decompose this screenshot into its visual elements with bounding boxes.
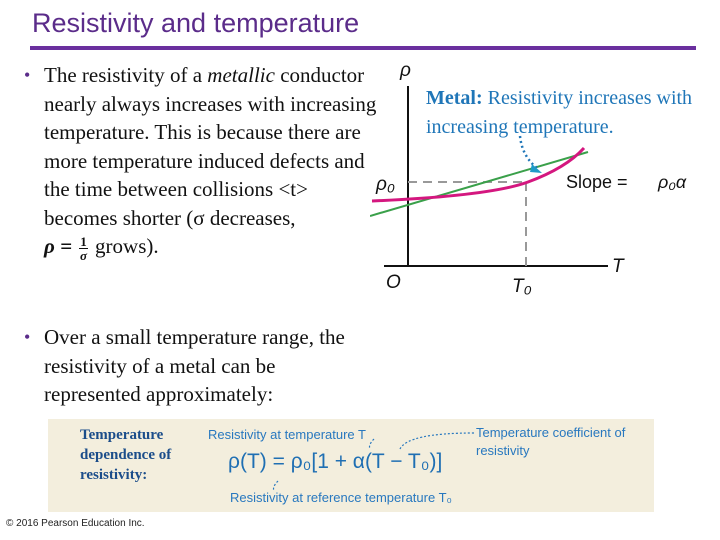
equation-label: Temperature dependence of resistivity: (80, 427, 172, 483)
slide-title: Resistivity and temperature (32, 8, 360, 38)
slope-label: Slope = (566, 172, 628, 192)
bullet1-lead: The resistivity of a (44, 63, 208, 87)
y-axis-label: ρ (399, 60, 411, 81)
x-axis-label: T (612, 256, 625, 277)
annotation-resistivity-at-t: Resistivity at temperature T (208, 427, 366, 442)
one-over-sigma-fraction: 1 σ (79, 235, 88, 262)
annotation-temp-coefficient: Temperature coefficient of resistivity (476, 425, 626, 458)
metal-note-text: Resistivity increases with increasing te… (426, 87, 693, 138)
note-arrowhead-icon (530, 164, 542, 173)
bullet-resistivity-temperature: • The resistivity of a metallic conducto… (24, 61, 379, 262)
t0-label: T₀ (512, 276, 532, 297)
metal-note: Metal: Resistivity increases with increa… (426, 84, 716, 142)
resistivity-formula: ρ(T) = ρ₀[1 + α(T − T₀)] (228, 450, 443, 473)
bullet-dot-icon: • (24, 327, 31, 347)
bullet1-tail: grows). (95, 234, 159, 258)
fraction-denominator: σ (80, 247, 88, 263)
bullet-small-range: • Over a small temperature range, the re… (24, 323, 374, 409)
bullet1-emphasis: metallic (207, 63, 275, 87)
annotation-reference-temp: Resistivity at reference temperature T₀ (230, 490, 452, 505)
rho-equals: ρ = (44, 234, 73, 258)
slope-value: ρ₀α (657, 172, 687, 192)
copyright-footer: © 2016 Pearson Education Inc. (6, 518, 145, 529)
origin-label: O (386, 272, 401, 293)
fraction-numerator: 1 (79, 233, 88, 249)
bullet2-text: Over a small temperature range, the resi… (44, 325, 345, 406)
tangent-line (369, 151, 589, 217)
resistivity-graph: ρ T O ρ₀ T₀ Slope = ρ₀α (369, 56, 710, 306)
metal-note-bold: Metal: (426, 87, 483, 109)
resistivity-curve (371, 146, 586, 203)
equation-box: Temperature dependence of resistivity: R… (48, 419, 654, 512)
bullet-dot-icon: • (24, 65, 31, 85)
title-divider (30, 46, 696, 50)
annotation-arrows (272, 432, 475, 492)
rho0-label: ρ₀ (375, 174, 395, 195)
bullet1-body: conductor nearly always increases with i… (44, 63, 377, 230)
